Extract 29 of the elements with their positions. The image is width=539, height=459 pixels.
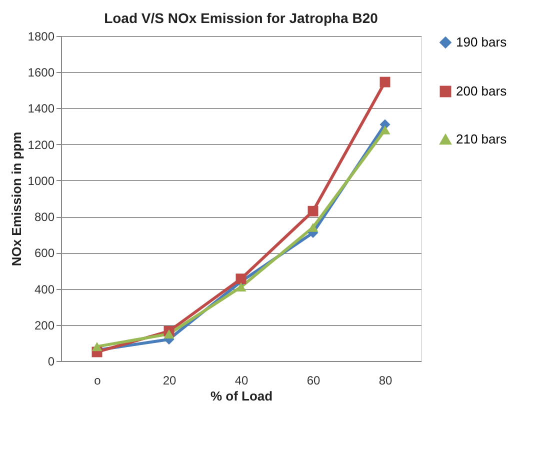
legend-label: 210 bars — [456, 132, 508, 146]
x-tick-label: 60 — [306, 374, 320, 388]
x-tick-label: 20 — [162, 374, 176, 388]
y-tick-label: 400 — [34, 282, 55, 296]
x-tick-label: 80 — [378, 374, 392, 388]
y-tick-label: 200 — [34, 318, 55, 332]
y-axis-title: NOx Emission in ppm — [8, 132, 24, 266]
y-tick-label: 0 — [48, 354, 55, 368]
legend-label: 200 bars — [456, 84, 508, 98]
point — [164, 329, 174, 338]
point — [308, 222, 318, 232]
x-tick-label: 40 — [234, 374, 248, 388]
y-tick-label: 1400 — [28, 102, 55, 116]
x-tick-label: o — [94, 374, 102, 388]
y-tick-label: 1200 — [28, 138, 55, 152]
y-tick-label: 1600 — [28, 66, 55, 80]
chart-title: Load V/S NOx Emission for Jatropha B20 — [104, 10, 378, 26]
point — [92, 342, 102, 352]
y-tick-label: 800 — [34, 210, 55, 224]
point — [236, 282, 246, 292]
legend-label: 190 bars — [456, 34, 508, 50]
y-tick-label: 600 — [34, 246, 55, 260]
point — [380, 76, 390, 88]
point — [380, 125, 390, 134]
point — [236, 274, 246, 284]
y-tick-label: 1000 — [28, 174, 55, 188]
y-tick-label: 1800 — [28, 30, 55, 44]
point — [308, 206, 318, 216]
x-axis-title: % of Load — [210, 388, 273, 404]
